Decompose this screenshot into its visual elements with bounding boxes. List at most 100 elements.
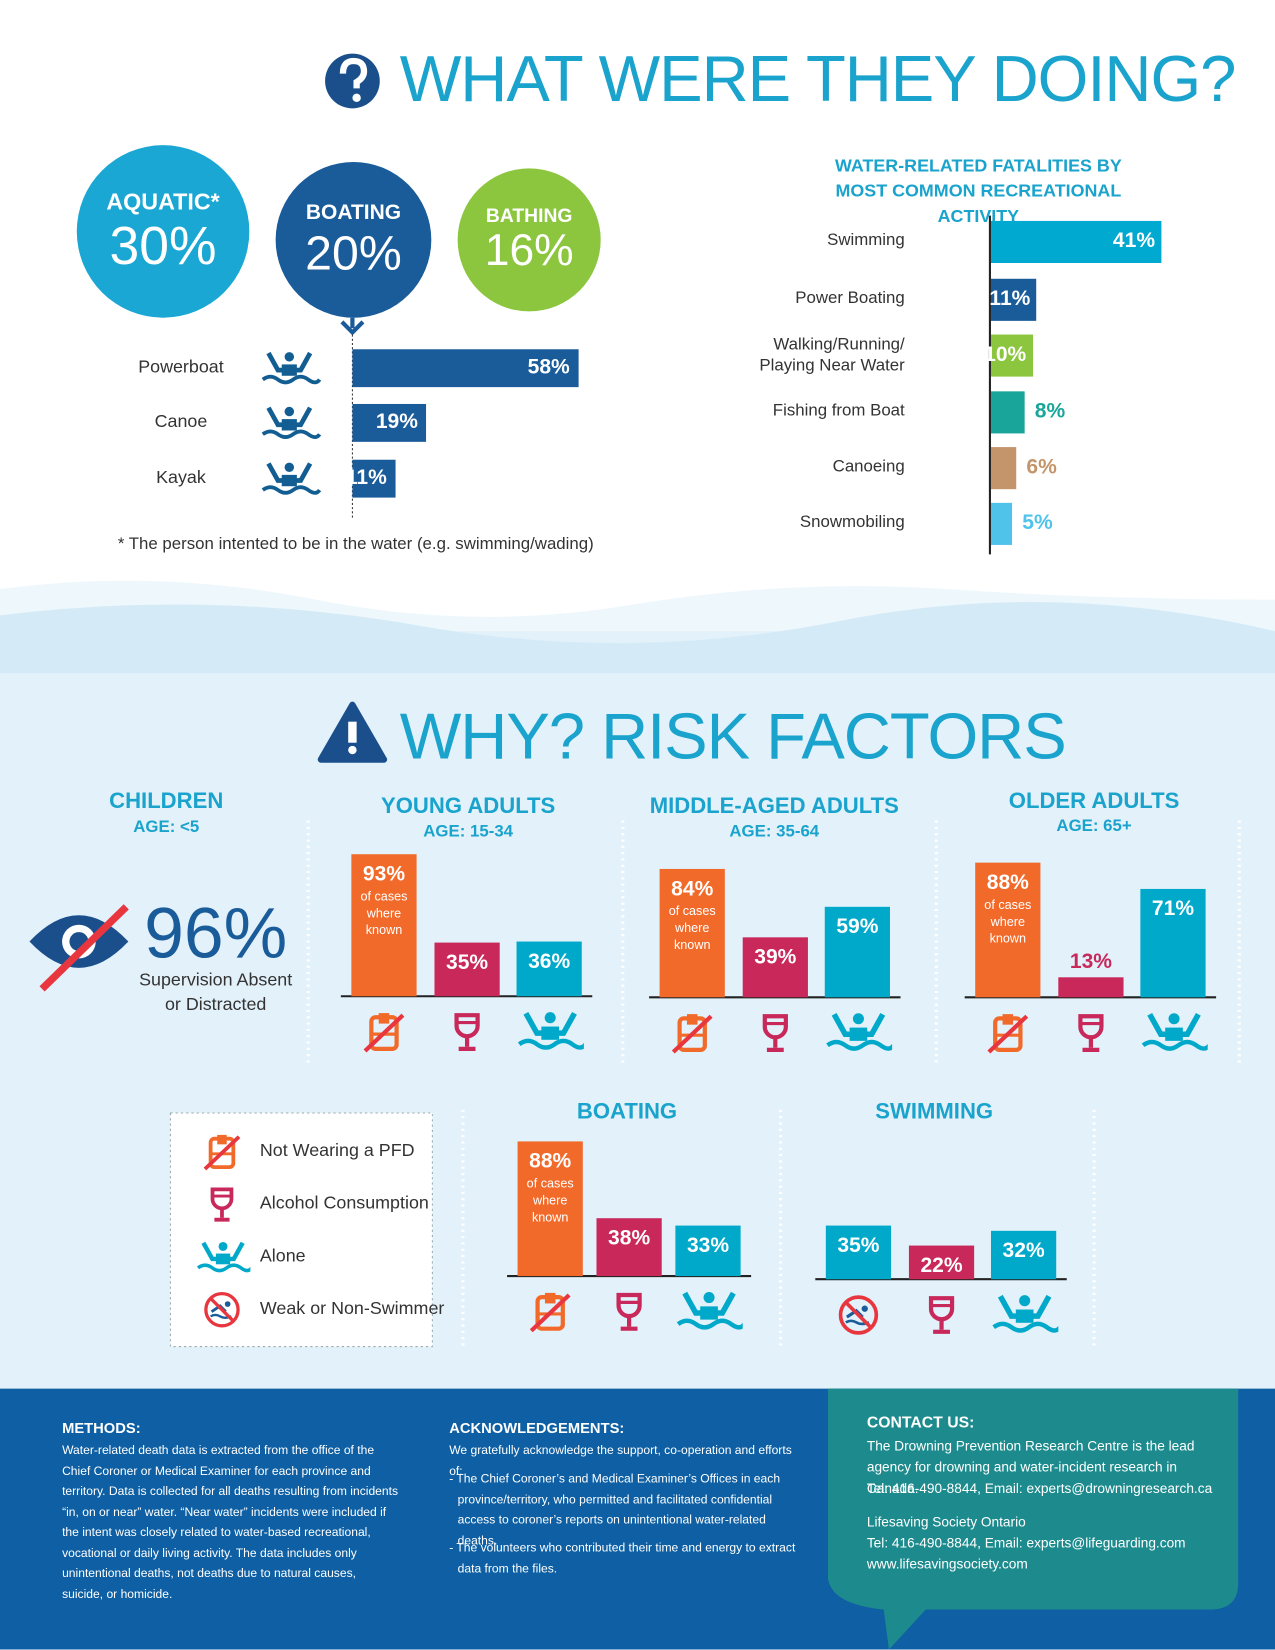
legend-label: Weak or Non-Swimmer <box>259 1298 445 1319</box>
value-label: 71% <box>1151 897 1195 921</box>
icon <box>263 407 320 437</box>
warning-icon <box>348 721 357 743</box>
stat-circle <box>76 145 250 318</box>
chart-title: WATER-RELATED FATALITIES BY MOST COMMON … <box>834 155 1122 227</box>
value-label: 19% <box>375 410 418 434</box>
bar <box>824 907 890 998</box>
circle-value: 20% <box>305 225 402 281</box>
icon <box>263 463 320 493</box>
value-label: 6% <box>1026 455 1057 479</box>
value-label: 11% <box>345 466 387 490</box>
bar-note: of cases where known <box>526 1176 574 1225</box>
bar <box>352 403 427 442</box>
section-title: WHAT WERE THEY DOING? <box>399 43 1237 116</box>
bar <box>990 502 1012 545</box>
value-label: 88% <box>529 1150 572 1174</box>
footnote: * The person intented to be in the water… <box>117 535 594 554</box>
group-title: BOATING <box>576 1099 678 1124</box>
value-label: 36% <box>528 949 571 973</box>
question-icon <box>352 93 361 103</box>
warning-icon <box>348 745 357 755</box>
bar <box>1140 888 1206 998</box>
category-label: Power Boating <box>795 289 905 308</box>
bar <box>742 937 808 998</box>
value-label: 32% <box>1002 1238 1045 1262</box>
circle-label: BATHING <box>485 204 573 227</box>
value-label: 8% <box>1034 399 1066 423</box>
value-label: 10% <box>984 342 1027 367</box>
value-label: 38% <box>608 1226 651 1250</box>
category-label: Snowmobiling <box>799 513 905 532</box>
value-label: 88% <box>986 871 1029 895</box>
category-label: Canoeing <box>832 457 905 476</box>
category-label: Fishing from Boat <box>772 401 905 420</box>
group-title: OLDER ADULTS <box>1008 789 1180 814</box>
value-label: 39% <box>754 946 797 970</box>
group-age: AGE: <5 <box>133 818 200 837</box>
bar <box>990 278 1037 321</box>
category-label: Kayak <box>156 467 206 488</box>
footer-text: www.lifesavingsociety.com <box>866 1555 1028 1572</box>
value-label: 41% <box>1112 229 1156 253</box>
bar <box>825 1225 892 1280</box>
footer-text: Water-related death data is extracted fr… <box>62 1444 399 1601</box>
category-label: Swimming <box>827 231 905 250</box>
bar <box>1058 977 1124 998</box>
big-stat: 96% <box>144 893 288 974</box>
bar <box>517 1141 583 1277</box>
bar-note: of cases where known <box>984 897 1032 947</box>
category-label: Walking/Running/ Playing Near Water <box>759 335 905 375</box>
circle-label: BOATING <box>305 200 402 225</box>
value-label: 35% <box>446 951 489 975</box>
bar <box>675 1225 741 1277</box>
group-title: SWIMMING <box>875 1099 994 1124</box>
footer-title: METHODS: <box>62 1419 141 1436</box>
footer-text: - The volunteers who contributed their t… <box>449 1542 796 1576</box>
bar-note: of cases where known <box>668 903 716 953</box>
bar <box>596 1218 662 1277</box>
stat-circle <box>275 162 432 318</box>
circle-value: 30% <box>109 215 217 276</box>
bar-note: of cases where known <box>360 889 408 938</box>
circle-value: 16% <box>484 225 574 275</box>
value-label: 13% <box>1069 950 1112 974</box>
legend-label: Alone <box>259 1245 306 1266</box>
value-label: 58% <box>527 355 570 379</box>
bar <box>352 459 396 498</box>
legend-box <box>169 1112 433 1348</box>
group-age: AGE: 65+ <box>1056 817 1132 836</box>
contact-bubble <box>827 1388 1239 1650</box>
footer-text: - The Chief Coroner’s and Medical Examin… <box>449 1472 781 1547</box>
group-title: YOUNG ADULTS <box>380 794 556 819</box>
footer-text: We gratefully acknowledge the support, c… <box>449 1444 792 1478</box>
arrow <box>340 320 365 336</box>
bar <box>990 391 1025 434</box>
icon <box>263 352 320 382</box>
footer-text: Lifesaving Society Ontario <box>866 1513 1026 1530</box>
stat-circle <box>457 168 601 312</box>
group-age: AGE: 35-64 <box>729 822 820 841</box>
bar <box>990 447 1016 490</box>
wave <box>0 602 1275 674</box>
group-title: CHILDREN <box>109 789 224 814</box>
bar <box>908 1245 975 1280</box>
footer-title: ACKNOWLEDGEMENTS: <box>449 1419 625 1436</box>
footer-text: The Drowning Prevention Research Centre … <box>866 1438 1195 1496</box>
value-label: 22% <box>920 1254 963 1278</box>
footer-title: CONTACT US: <box>866 1413 975 1432</box>
bar <box>659 869 725 998</box>
bar <box>990 220 1162 263</box>
section-title: WHY? RISK FACTORS <box>399 700 1067 774</box>
legend-label: Alcohol Consumption <box>259 1192 429 1213</box>
bar <box>990 334 1033 377</box>
category-label: Canoe <box>154 411 208 432</box>
question-icon <box>339 57 368 89</box>
value-label: 59% <box>836 915 879 939</box>
eye-icon <box>39 904 129 992</box>
value-label: 33% <box>686 1234 730 1258</box>
bar <box>434 942 500 997</box>
bar <box>351 854 417 997</box>
caption: Supervision Absent or Distracted <box>139 969 293 1015</box>
